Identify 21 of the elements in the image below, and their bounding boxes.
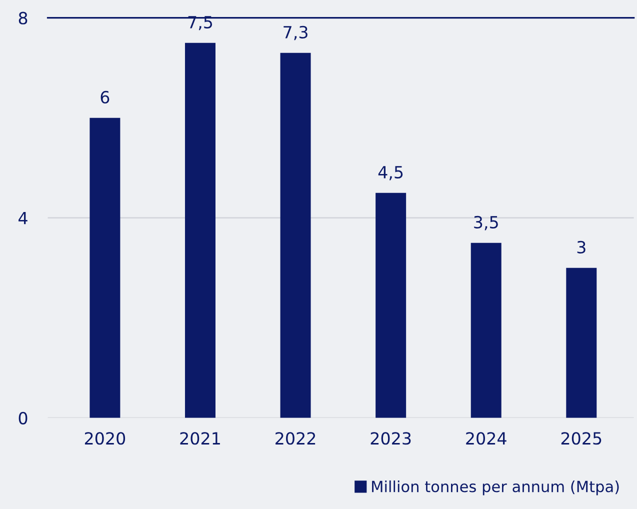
bar <box>184 42 216 418</box>
x-tick-label: 2023 <box>370 432 411 445</box>
data-label: 6 <box>100 90 110 104</box>
bar <box>376 192 406 418</box>
x-tick-label: 2024 <box>466 432 506 445</box>
bar <box>566 268 597 418</box>
y-tick-label: 8 <box>18 12 28 24</box>
x-tick-label: 2020 <box>84 432 126 445</box>
data-label: 4,5 <box>378 166 403 180</box>
bar <box>90 118 120 418</box>
y-tick-label: 0 <box>18 412 28 424</box>
x-tick-label: 2021 <box>180 432 220 445</box>
x-tick-label: 2022 <box>276 432 316 445</box>
data-label: 7,3 <box>284 26 308 40</box>
data-label: 3,5 <box>474 216 498 230</box>
x-tick-label: 2025 <box>561 432 602 445</box>
data-label: 3 <box>577 240 586 254</box>
bar <box>280 52 311 418</box>
legend-label: Million tonnes per annum (Mtpa) <box>372 480 619 496</box>
y-tick-label: 4 <box>18 212 28 224</box>
bar <box>470 242 502 418</box>
